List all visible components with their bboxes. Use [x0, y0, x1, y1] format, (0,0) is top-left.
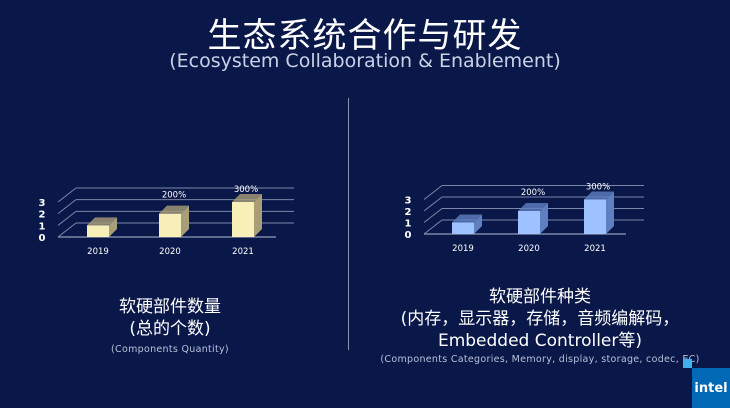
bar-side — [254, 194, 262, 237]
data-label: 200% — [521, 188, 545, 198]
x-tick-label: 2019 — [452, 244, 474, 254]
right-caption-en: (Components Categories, Memory, display,… — [380, 354, 700, 365]
bar-top — [584, 191, 614, 200]
data-label: 300% — [234, 185, 258, 195]
x-tick-label: 2021 — [584, 244, 606, 254]
grid-diagonal — [57, 222, 77, 238]
bar-side — [109, 217, 117, 237]
y-tick-label: 0 — [39, 233, 46, 244]
right-caption: 软硬部件种类 (内存，显示器，存储，音频编解码， Embedded Contro… — [350, 286, 730, 365]
logo-accent — [683, 359, 692, 368]
grid-diagonal — [57, 187, 77, 203]
bar-2020 — [159, 213, 181, 237]
bar-top — [452, 214, 482, 223]
bar-top — [518, 203, 548, 211]
grid-diagonal — [423, 208, 443, 223]
y-tick-label: 2 — [405, 207, 412, 218]
bar-side — [540, 203, 548, 234]
right-caption-sub2: Embedded Controller等) — [437, 331, 643, 351]
divider — [348, 98, 349, 350]
y-tick-label: 1 — [39, 221, 46, 232]
bar-top — [232, 194, 262, 202]
bar-2021 — [584, 199, 606, 234]
x-tick-label: 2020 — [159, 247, 181, 257]
bar-top — [87, 217, 117, 226]
y-tick-label: 1 — [405, 219, 412, 230]
bar-2019 — [452, 222, 474, 234]
y-tick-label: 0 — [405, 230, 412, 241]
slide-title: 生态系统合作与研发 — [207, 16, 523, 56]
data-label: 200% — [162, 191, 186, 201]
bar-2021 — [232, 202, 254, 237]
slide-subtitle: (Ecosystem Collaboration & Enablement) — [169, 50, 561, 72]
x-tick-label: 2019 — [87, 247, 109, 257]
bar-2020 — [518, 211, 540, 234]
x-tick-label: 2020 — [518, 244, 540, 254]
left-caption-title: 软硬部件数量 — [119, 297, 221, 317]
grid-diagonal — [423, 185, 443, 200]
intel-logo: intel — [692, 368, 730, 408]
grid-diagonal — [423, 196, 443, 212]
bar-2019 — [87, 225, 109, 237]
y-tick-label: 3 — [39, 198, 46, 209]
y-tick-label: 3 — [405, 196, 412, 207]
right-caption-title: 软硬部件种类 — [489, 287, 591, 307]
left-caption: 软硬部件数量 (总的个数) (Components Quantity) — [40, 296, 300, 355]
bar-side — [474, 214, 482, 234]
bar-top — [159, 205, 189, 214]
grid-diagonal — [57, 199, 77, 215]
left-caption-en: (Components Quantity) — [111, 344, 229, 355]
bar-side — [181, 205, 189, 237]
grid-diagonal — [423, 219, 443, 235]
left-caption-sub: (总的个数) — [129, 319, 211, 339]
y-tick-label: 2 — [39, 210, 46, 221]
x-tick-label: 2021 — [232, 247, 254, 257]
right-caption-sub: (内存，显示器，存储，音频编解码， — [400, 309, 680, 329]
bar-side — [606, 191, 614, 234]
grid-diagonal — [57, 210, 77, 226]
data-label: 300% — [586, 183, 610, 193]
